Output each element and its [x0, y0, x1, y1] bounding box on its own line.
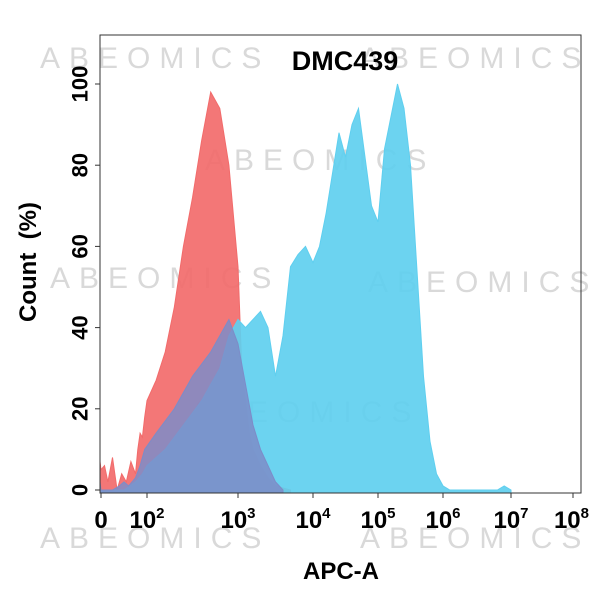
x-tick-label: 102: [129, 505, 164, 534]
x-tick-label: 0: [94, 507, 107, 534]
y-tick-label: 100: [68, 66, 93, 103]
x-tick-label: 104: [295, 505, 331, 534]
x-tick-label: 105: [360, 505, 395, 534]
x-tick-label: 108: [554, 505, 589, 534]
y-axis-label: Count (%): [15, 202, 42, 322]
y-axis-ticks: 0 20 40 60 80 100: [68, 66, 100, 496]
y-tick-label: 20: [68, 397, 93, 421]
watermark-text: ABEOMICS: [50, 262, 280, 295]
watermark-text: ABEOMICS: [360, 42, 590, 75]
series-layer: [99, 83, 512, 494]
watermark-text: ABEOMICS: [40, 522, 270, 555]
watermark-text: ABEOMICS: [360, 522, 590, 555]
histogram-area-series-3: [99, 318, 284, 494]
x-axis-label: APC-A: [303, 558, 379, 585]
x-tick-label: 106: [425, 505, 460, 534]
watermark-text: ABEOMICS: [40, 42, 270, 75]
y-tick-label: 80: [68, 153, 93, 177]
plot-frame: [99, 34, 582, 494]
y-tick-label: 40: [68, 315, 93, 339]
y-tick-label: 60: [68, 234, 93, 258]
y-tick-label: 0: [68, 484, 93, 496]
chart-title: DMC439: [292, 46, 399, 76]
x-axis-ticks: 0 102 103 104 105 106 107 108: [94, 493, 589, 534]
x-tick-label: 103: [220, 505, 255, 534]
x-tick-label: 107: [493, 505, 528, 534]
